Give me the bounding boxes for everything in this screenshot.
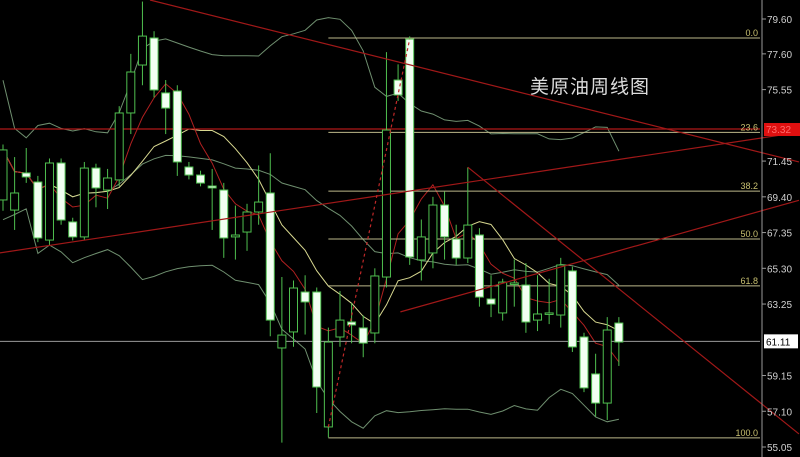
candle-up: [509, 282, 519, 285]
candle-up: [463, 224, 473, 259]
y-axis-tick-label: 57.10: [767, 407, 792, 418]
chart-title: 美原油周线图: [530, 76, 651, 98]
candle-down: [196, 174, 206, 184]
candle-up: [533, 313, 543, 321]
candle-up: [114, 112, 124, 181]
fib-level-label: 50.0: [740, 229, 758, 239]
candle-down: [56, 162, 66, 221]
ma-slow-line: [2, 128, 620, 332]
candle-down: [579, 336, 589, 389]
candle-up: [10, 192, 20, 211]
candle-up: [79, 167, 89, 238]
candle-down: [207, 185, 217, 189]
y-axis-tick-label: 55.05: [767, 443, 792, 454]
marker-price-badge: [764, 123, 800, 137]
y-axis-tick-label: 75.55: [767, 86, 792, 97]
y-axis-tick-label: 63.25: [767, 300, 792, 311]
fib-level-label: 23.6: [740, 122, 758, 132]
candle-up: [103, 177, 113, 191]
candle-up: [335, 319, 345, 338]
candle-up: [416, 236, 426, 261]
candle-up: [126, 71, 136, 114]
y-axis-tick-label: 65.30: [767, 264, 792, 275]
y-axis-tick-label: 77.60: [767, 50, 792, 61]
candle-up: [44, 162, 54, 241]
fib-level-label: 38.2: [740, 181, 758, 191]
marker-price-label: 73.32: [766, 125, 791, 136]
candle-up: [277, 334, 287, 349]
candle-down: [486, 298, 496, 305]
candle-down: [567, 270, 577, 348]
candle-down: [521, 284, 531, 323]
candle-down: [265, 192, 275, 321]
y-axis-tick-label: 71.45: [767, 157, 792, 168]
ma-fast-line: [2, 83, 620, 363]
fib-level-label: 100.0: [735, 428, 758, 438]
candle-down: [219, 189, 229, 239]
candle-down: [347, 321, 357, 326]
candle-down: [91, 167, 101, 189]
current-price-label: 61.11: [766, 337, 791, 348]
plot-area: [0, 1, 760, 443]
trendline: [467, 166, 800, 435]
candle-up: [556, 264, 566, 316]
candle-up: [498, 281, 508, 314]
candle-down: [405, 38, 415, 258]
candle-down: [451, 238, 461, 259]
current-price-badge: [764, 334, 798, 349]
candle-down: [440, 204, 450, 238]
candle-down: [172, 90, 182, 163]
candle-down: [149, 37, 159, 91]
candle-down: [358, 327, 368, 344]
candle-up: [0, 149, 8, 201]
y-axis-tick-label: 79.60: [767, 15, 792, 26]
candle-up: [289, 287, 298, 333]
bollinger-lower-line: [2, 208, 620, 429]
candle-up: [242, 211, 252, 233]
candle-up: [137, 35, 147, 66]
candle-up: [602, 329, 612, 404]
candle-down: [393, 79, 403, 96]
y-axis-tick-label: 67.35: [767, 229, 792, 240]
y-axis-tick-label: 59.15: [767, 372, 792, 383]
candle-down: [300, 291, 310, 303]
candle-up: [544, 312, 554, 315]
candle-up: [428, 204, 438, 254]
candle-down: [184, 166, 194, 176]
trendline: [0, 131, 800, 254]
candle-down: [474, 234, 484, 298]
candle-down: [614, 322, 624, 343]
candle-up: [381, 129, 391, 278]
y-axis-tick-label: 69.40: [767, 193, 792, 204]
candle-down: [33, 181, 43, 239]
candle-up: [230, 234, 240, 238]
candle-up: [370, 275, 380, 334]
fib-level-label: 0.0: [745, 28, 758, 38]
candle-down: [161, 92, 171, 109]
candle-down: [68, 221, 78, 238]
candle-up: [254, 201, 264, 213]
fib-level-label: 61.8: [740, 276, 758, 286]
trendline: [149, 0, 800, 163]
dashed-trendline: [327, 38, 411, 428]
candle-down: [312, 291, 322, 388]
trendline: [400, 199, 800, 313]
candle-down: [591, 373, 601, 404]
bollinger-upper-line: [2, 17, 620, 152]
candle-down: [21, 172, 31, 178]
